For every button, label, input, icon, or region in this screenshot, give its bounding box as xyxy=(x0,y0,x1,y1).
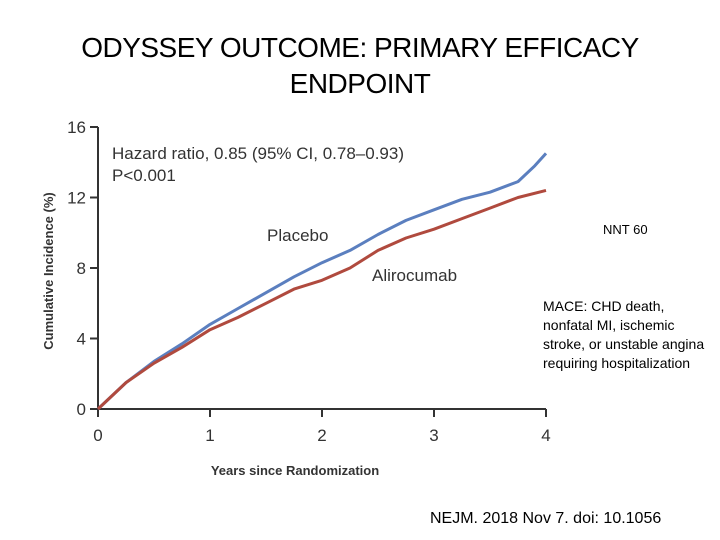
y-tick-label: 12 xyxy=(67,189,86,208)
y-tick-label: 16 xyxy=(67,118,86,137)
endpoint-definition: MACE: CHD death, nonfatal MI, ischemic s… xyxy=(543,298,705,371)
x-tick-label: 4 xyxy=(541,426,550,445)
title-line-1: ODYSSEY OUTCOME: PRIMARY EFFICACY xyxy=(81,32,639,63)
nnt-label: NNT 60 xyxy=(603,222,648,237)
x-tick-label: 1 xyxy=(205,426,214,445)
x-tick-label: 2 xyxy=(317,426,326,445)
hazard-ratio-annotation: Hazard ratio, 0.85 (95% CI, 0.78–0.93) xyxy=(112,144,404,163)
y-tick-label: 8 xyxy=(77,259,86,278)
slide-title: ODYSSEY OUTCOME: PRIMARY EFFICACY ENDPOI… xyxy=(60,30,660,102)
citation: NEJM. 2018 Nov 7. doi: 10.1056 xyxy=(430,510,662,527)
x-tick-label: 3 xyxy=(429,426,438,445)
y-axis-label: Cumulative Incidence (%) xyxy=(41,192,56,349)
x-tick-label: 0 xyxy=(93,426,102,445)
title-line-2: ENDPOINT xyxy=(289,68,431,99)
p-value-annotation: P<0.001 xyxy=(112,166,176,185)
series-line-placebo xyxy=(96,152,548,411)
y-tick-label: 4 xyxy=(77,330,86,349)
chart-series-lines xyxy=(96,152,548,411)
x-axis-label: Years since Randomization xyxy=(211,463,379,478)
series-label-alirocumab: Alirocumab xyxy=(372,266,457,285)
series-line-alirocumab xyxy=(96,188,547,411)
series-label-placebo: Placebo xyxy=(267,226,328,245)
y-tick-label: 0 xyxy=(77,400,86,419)
